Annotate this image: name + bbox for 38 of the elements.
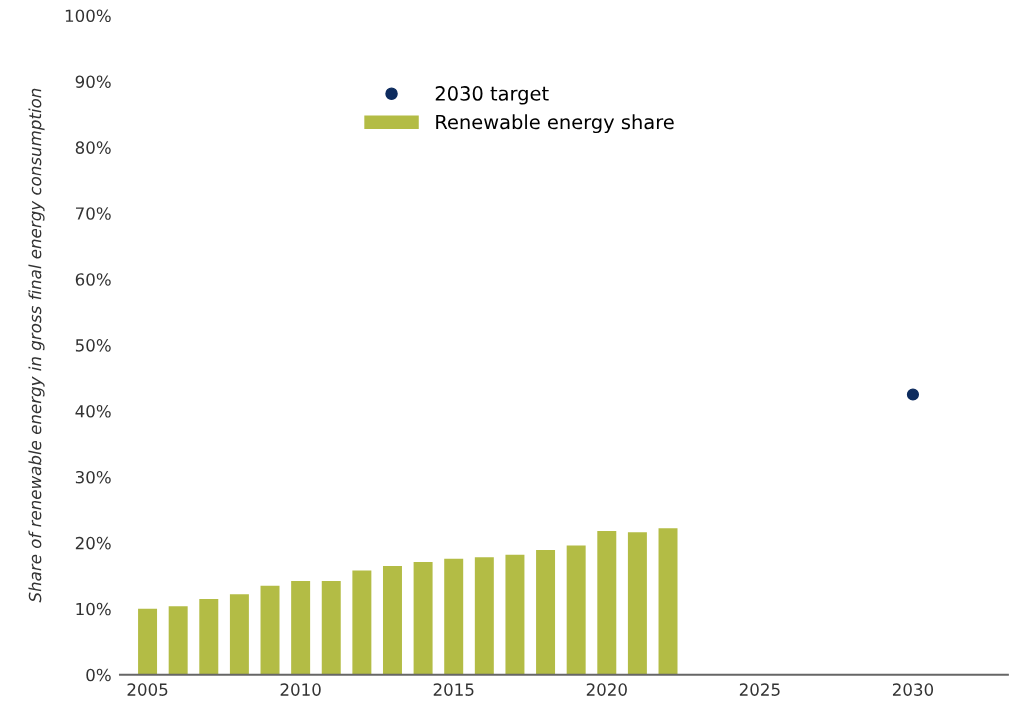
- bar: [444, 558, 464, 675]
- bar: [382, 565, 402, 675]
- bar: [138, 608, 158, 675]
- x-tick-label: 2030: [892, 683, 934, 696]
- y-tick-label: 50%: [75, 339, 111, 352]
- legend-label: 2030 target: [435, 86, 549, 105]
- bar: [505, 554, 525, 675]
- y-tick-label: 60%: [75, 273, 111, 286]
- bar: [413, 561, 433, 675]
- y-tick-label: 90%: [75, 75, 111, 88]
- bar: [658, 528, 678, 675]
- y-axis-title: Share of renewable energy in gross final energy consumption: [28, 88, 45, 603]
- bar: [229, 594, 249, 675]
- bar: [352, 570, 372, 675]
- bar: [291, 581, 311, 675]
- bar: [566, 545, 586, 675]
- y-tick-label: 40%: [75, 404, 111, 418]
- y-tick-label: 100%: [65, 9, 111, 23]
- bar: [627, 532, 647, 675]
- bar: [474, 557, 494, 675]
- bar: [321, 581, 341, 675]
- legend-label: Renewable energy share: [436, 114, 674, 134]
- x-tick-label: 2020: [586, 683, 627, 696]
- y-tick-label: 0%: [86, 668, 111, 682]
- x-tick-label: 2010: [280, 683, 321, 696]
- x-tick-label: 2025: [739, 683, 780, 696]
- x-tick-label: 2015: [433, 683, 474, 696]
- y-tick-label: 80%: [75, 141, 111, 154]
- bar: [168, 606, 188, 675]
- bar: [199, 598, 219, 675]
- y-tick-label: 20%: [75, 536, 111, 550]
- bar: [536, 550, 556, 675]
- y-tick-label: 70%: [76, 207, 111, 220]
- bar: [597, 530, 617, 675]
- bar: [260, 585, 280, 675]
- y-tick-label: 30%: [75, 470, 111, 484]
- y-tick-label: 10%: [76, 602, 111, 616]
- x-tick-label: 2005: [127, 683, 168, 696]
